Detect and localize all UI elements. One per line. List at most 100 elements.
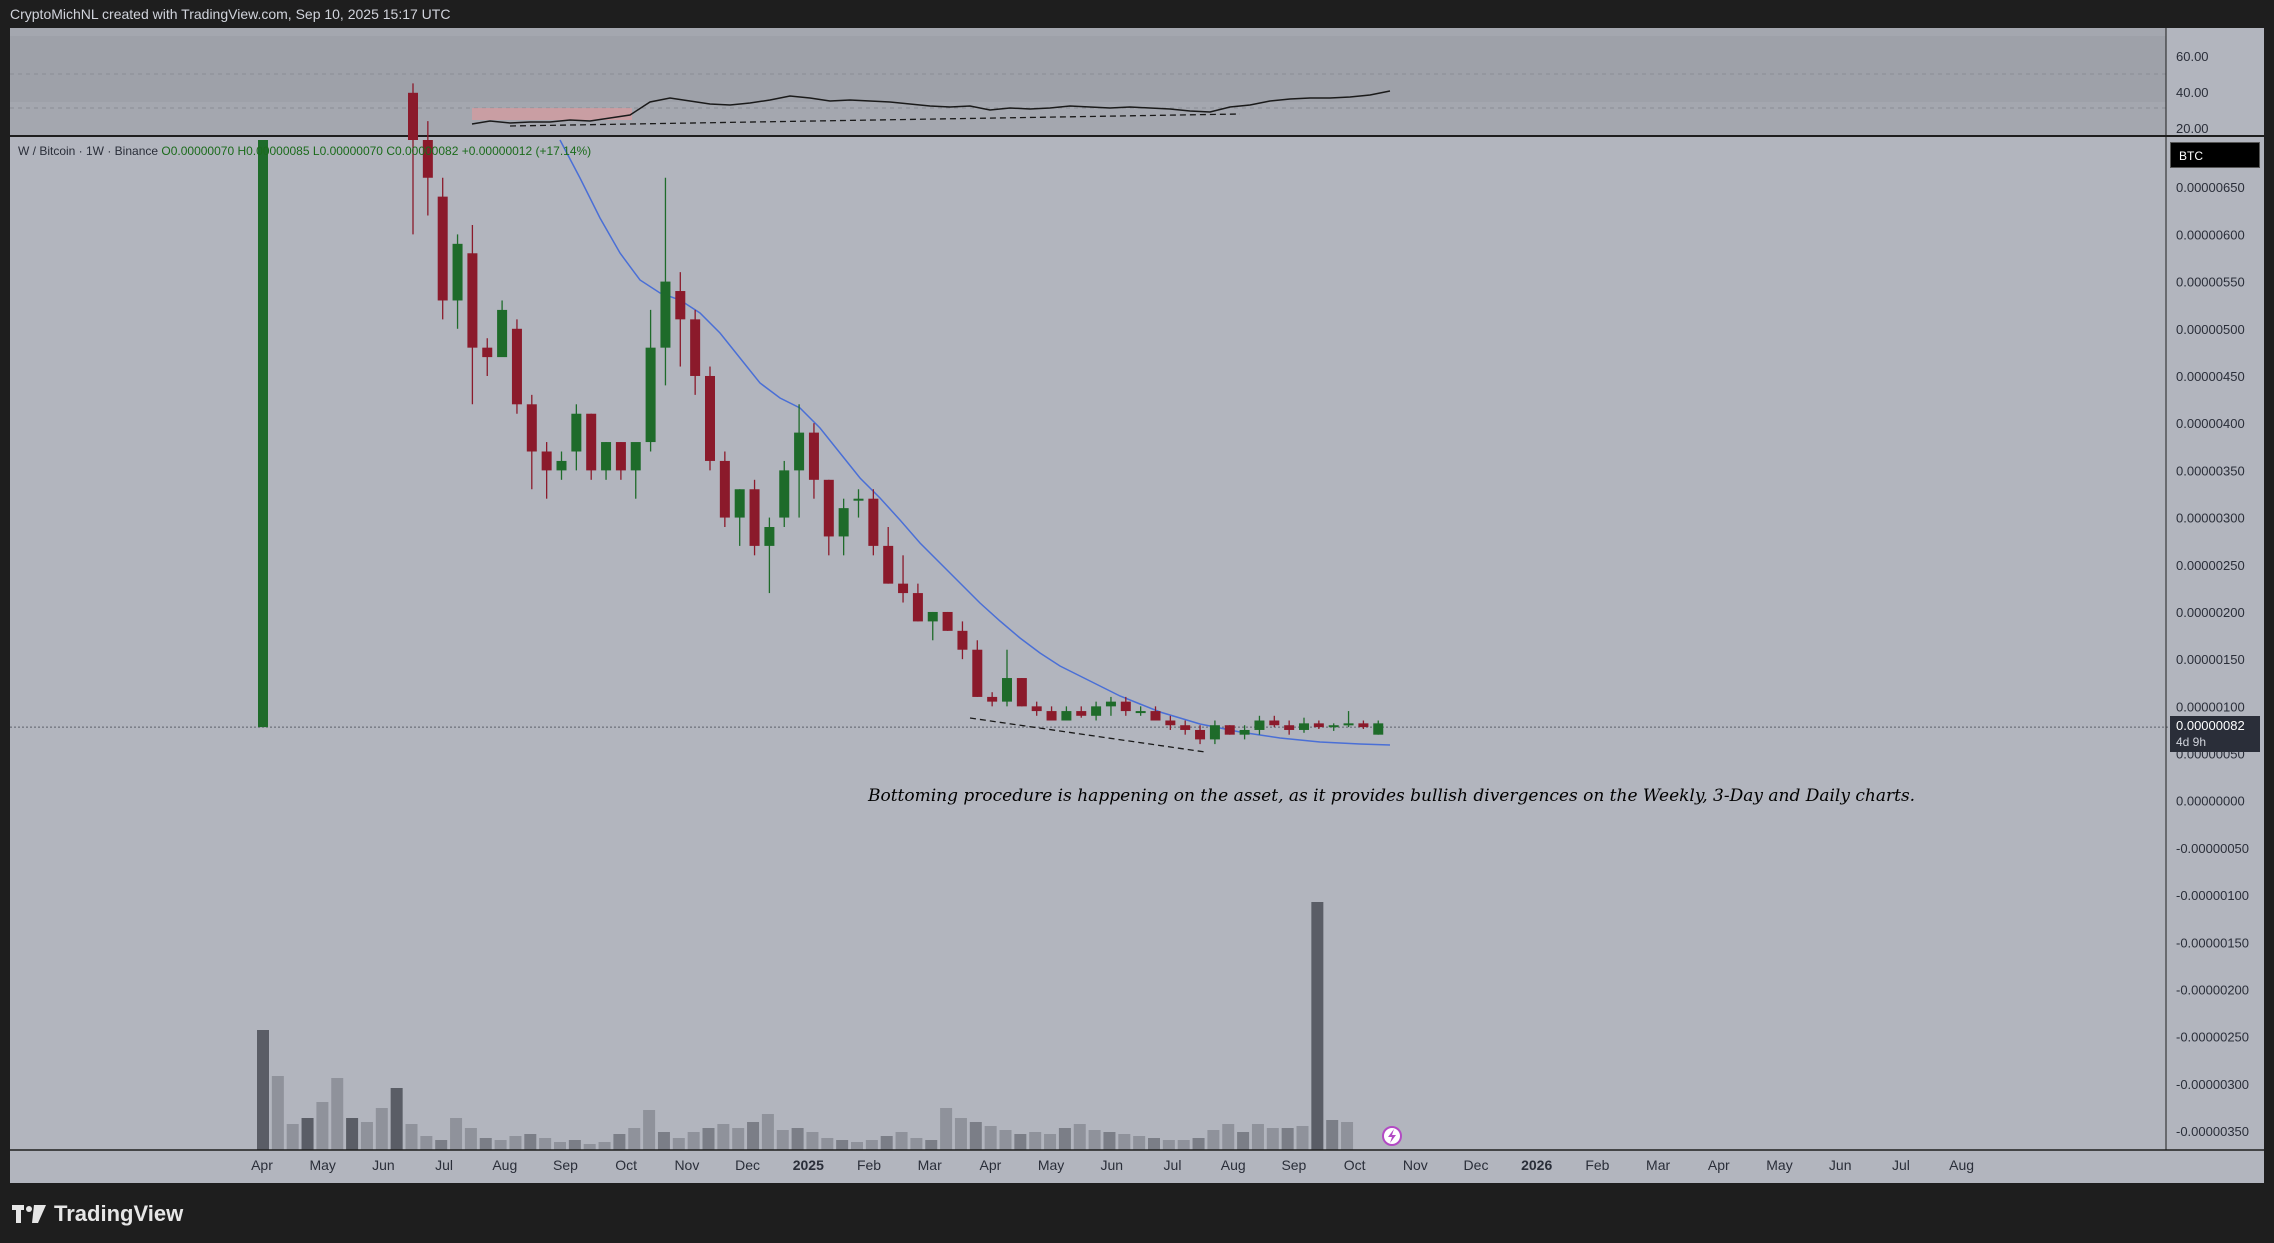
- candle: [645, 309, 656, 452]
- brand-name: TradingView: [54, 1201, 184, 1226]
- volume-bar: [672, 1138, 685, 1150]
- time-tick-label: Mar: [918, 1157, 942, 1173]
- volume-bar: [880, 1136, 893, 1150]
- time-tick-label: Aug: [492, 1157, 517, 1173]
- price-tick-label: 0.00000200: [2176, 605, 2245, 620]
- candle: [1046, 706, 1057, 721]
- price-tick-label: 0.00000550: [2176, 275, 2245, 290]
- candle: [1091, 701, 1102, 721]
- candle: [1358, 720, 1369, 730]
- candle: [452, 234, 463, 329]
- volume-bar: [1088, 1130, 1101, 1150]
- candle: [675, 272, 686, 367]
- volume-bar: [1133, 1136, 1146, 1150]
- candle: [972, 640, 983, 697]
- candle: [467, 224, 478, 405]
- volume-bar: [910, 1138, 923, 1150]
- volume-bar: [316, 1102, 329, 1150]
- price-tick-label: -0.00000050: [2176, 841, 2249, 856]
- time-tick-label: Jun: [1101, 1157, 1124, 1173]
- candle: [1016, 678, 1027, 707]
- tradingview-logo[interactable]: TradingView: [12, 1201, 183, 1227]
- volume-bar: [613, 1134, 626, 1150]
- candle: [526, 394, 537, 490]
- volume-bar: [1118, 1134, 1131, 1150]
- volume-bar: [494, 1140, 507, 1150]
- candle: [794, 404, 805, 518]
- candles-group: [258, 83, 1384, 745]
- candle: [779, 460, 790, 528]
- time-axis[interactable]: Apr May Jun Jul Aug Sep Oct Nov Dec 2025 Feb Mar Apr…: [10, 1149, 2264, 1173]
- volume-bar: [286, 1124, 299, 1150]
- price-tick-label: 0.00000450: [2176, 369, 2245, 384]
- chart-area[interactable]: 60.00 40.00 20.00 0.00000650 0.00000600 0.00…: [10, 28, 2264, 1183]
- price-tick-label: 0.00000150: [2176, 652, 2245, 667]
- candle: [1254, 715, 1265, 735]
- candle: [868, 489, 879, 556]
- candle: [1209, 720, 1220, 745]
- time-tick-label: Apr: [1708, 1157, 1730, 1173]
- footer: TradingView: [0, 1183, 2274, 1243]
- volume-bar: [405, 1124, 418, 1150]
- candle: [541, 442, 552, 499]
- price-tick-label: 0.00000500: [2176, 322, 2245, 337]
- volume-bar: [836, 1140, 849, 1150]
- price-tick-label: 0.00000000: [2176, 794, 2245, 809]
- lightning-icon[interactable]: [1382, 1126, 1402, 1146]
- time-tick-label: Jul: [435, 1157, 453, 1173]
- price-tick-label: 0.00000300: [2176, 511, 2245, 526]
- volume-bar: [1237, 1132, 1250, 1150]
- candle: [1002, 649, 1012, 707]
- volume-bar: [969, 1122, 982, 1150]
- volume-bar: [732, 1128, 745, 1150]
- time-tick-label: Oct: [615, 1157, 637, 1173]
- volume-bar: [791, 1128, 804, 1150]
- volume-bar: [925, 1140, 938, 1150]
- candle: [1061, 706, 1072, 721]
- volume-bar: [1162, 1140, 1175, 1150]
- candle: [1373, 720, 1384, 735]
- chart-svg[interactable]: 60.0040.0020.00 0.000006500.000006000.00…: [10, 28, 2264, 1183]
- volume-bar: [628, 1128, 641, 1150]
- time-tick-label: Feb: [857, 1157, 881, 1173]
- candle: [719, 451, 730, 528]
- volume-bar: [1058, 1128, 1071, 1150]
- candle: [1313, 720, 1324, 730]
- time-tick-label: Apr: [980, 1157, 1002, 1173]
- candle: [823, 479, 834, 556]
- candle: [734, 489, 745, 546]
- rsi-tick-label: 20.00: [2176, 121, 2209, 136]
- volume-bar: [1296, 1126, 1309, 1150]
- candle: [1224, 725, 1235, 735]
- volume-bar: [331, 1078, 344, 1150]
- currency-badge[interactable]: BTC: [2170, 142, 2260, 168]
- time-tick-label: 2025: [793, 1157, 824, 1173]
- time-tick-label: May: [309, 1157, 335, 1173]
- price-tick-label: -0.00000350: [2176, 1124, 2249, 1139]
- time-tick-label: Sep: [553, 1157, 578, 1173]
- candle: [630, 442, 641, 499]
- price-axis[interactable]: 0.00000650 0.00000600 0.00000550 0.00000500…: [2165, 28, 2249, 1150]
- price-tick-label: -0.00000100: [2176, 888, 2249, 903]
- time-tick-label: May: [1038, 1157, 1064, 1173]
- volume-bar: [598, 1142, 611, 1150]
- legend-low: L0.00000070: [312, 144, 383, 158]
- bar-countdown: 4d 9h: [2176, 735, 2207, 749]
- volume-bar: [346, 1118, 359, 1150]
- candle: [898, 555, 909, 603]
- time-tick-label: Dec: [735, 1157, 760, 1173]
- chart-annotation: Bottoming procedure is happening on the …: [868, 786, 1916, 806]
- price-tick-label: -0.00000150: [2176, 935, 2249, 950]
- candle: [883, 527, 894, 584]
- volume-bar: [851, 1142, 863, 1150]
- volume-bar: [643, 1110, 656, 1150]
- candle: [482, 338, 493, 376]
- candle: [511, 319, 522, 414]
- legend-close: C0.00000082: [386, 144, 459, 158]
- candle: [586, 413, 597, 480]
- volume-bar: [583, 1144, 596, 1150]
- volume-bar: [747, 1122, 760, 1150]
- time-tick-label: Mar: [1646, 1157, 1670, 1173]
- price-tick-label: 0.00000400: [2176, 416, 2245, 431]
- candle: [838, 498, 849, 556]
